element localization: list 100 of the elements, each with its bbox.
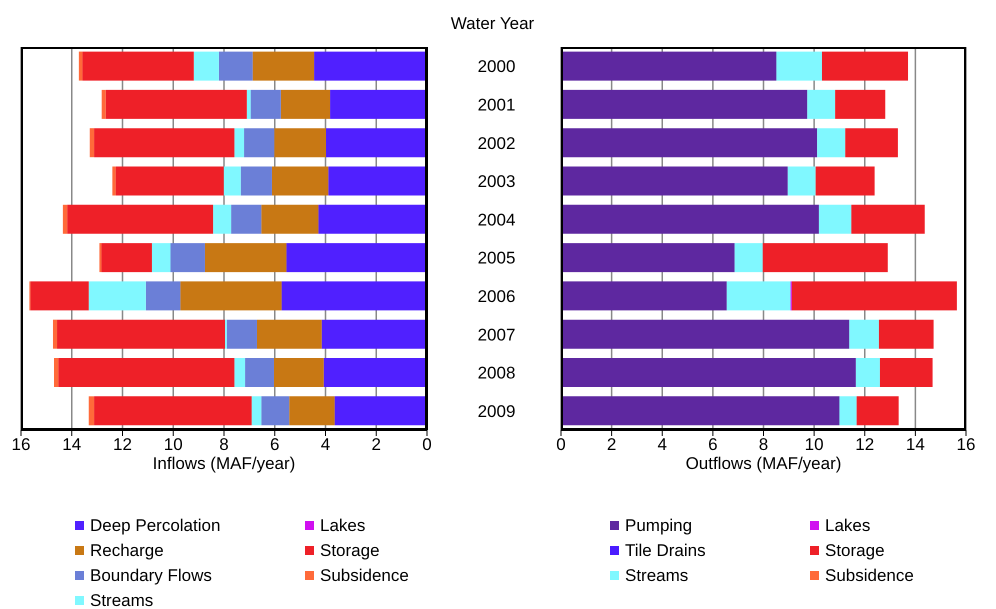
y-axis-title: Water Year <box>450 14 536 34</box>
bar <box>792 281 957 310</box>
x-tick-label: 4 <box>658 435 667 454</box>
bar <box>58 358 234 387</box>
x-tick-label: 12 <box>113 435 132 454</box>
bar <box>282 281 427 310</box>
bar <box>845 128 898 158</box>
y-tick-label: 2001 <box>478 95 516 114</box>
bar <box>726 281 791 310</box>
bar <box>226 320 257 349</box>
bar <box>280 90 330 119</box>
bar <box>170 243 205 272</box>
bar <box>234 358 246 387</box>
bar <box>146 281 180 310</box>
bar <box>330 90 427 119</box>
bar <box>561 358 856 387</box>
bar <box>839 396 857 426</box>
bar <box>112 166 116 196</box>
bar <box>272 166 328 196</box>
bar <box>224 166 241 196</box>
x-tick-label: 16 <box>12 435 30 454</box>
y-tick-label: 2007 <box>478 325 516 344</box>
bar <box>194 52 219 81</box>
bar <box>856 396 899 426</box>
bar <box>561 320 850 349</box>
bar <box>244 128 274 158</box>
bar <box>180 281 282 310</box>
bar <box>762 243 888 272</box>
x-tick-label: 12 <box>855 435 874 454</box>
x-tick-label: 4 <box>320 435 330 454</box>
bar <box>82 52 194 81</box>
bar <box>817 128 846 158</box>
bar <box>62 204 68 234</box>
bar <box>807 90 836 119</box>
bar <box>880 358 933 387</box>
y-tick-label: 2004 <box>478 210 516 230</box>
bar <box>116 166 224 196</box>
legend-label: Storage <box>825 540 885 560</box>
x-tick-label: 8 <box>758 435 768 454</box>
y-tick-label: 2009 <box>478 402 516 421</box>
legend-label: Lakes <box>320 516 366 536</box>
x-tick-label: 0 <box>556 435 566 454</box>
y-tick-label: 2000 <box>478 57 516 76</box>
bar <box>57 320 226 349</box>
bar <box>234 128 244 158</box>
bar <box>101 243 152 272</box>
legend-label: Streams <box>90 590 154 609</box>
bar <box>328 166 427 196</box>
bar <box>261 396 290 426</box>
bar <box>245 358 274 387</box>
x-tick-label: 0 <box>422 435 432 454</box>
bar <box>776 52 822 81</box>
x-tick-label: 10 <box>164 435 183 454</box>
y-tick-label: 2005 <box>478 248 516 268</box>
bar <box>94 396 252 426</box>
bar <box>52 320 58 349</box>
bar <box>561 128 818 158</box>
bar <box>94 128 234 158</box>
bar <box>152 243 170 272</box>
legend-label: Storage <box>320 540 380 560</box>
bar <box>250 90 281 119</box>
bar <box>67 204 214 234</box>
bar <box>261 204 318 234</box>
bar <box>878 320 934 349</box>
bar <box>734 243 763 272</box>
bar <box>231 204 262 234</box>
y-tick-label: 2006 <box>478 286 516 306</box>
bar <box>851 204 925 234</box>
bar <box>106 90 247 119</box>
bar <box>318 204 427 234</box>
bar <box>102 90 106 119</box>
legend-label: Pumping <box>625 516 692 536</box>
bar <box>334 396 427 426</box>
x-tick-label: 6 <box>270 435 280 454</box>
bar <box>822 52 908 81</box>
legend-label: Boundary Flows <box>90 566 212 586</box>
bar <box>816 166 875 196</box>
bar <box>561 204 819 234</box>
x-tick-label: 10 <box>804 435 824 454</box>
bar <box>788 166 816 196</box>
legend-label: Streams <box>625 566 688 586</box>
bar <box>256 320 322 349</box>
bar <box>54 358 58 387</box>
bar <box>818 204 852 234</box>
bar <box>561 52 776 81</box>
bar <box>274 358 324 387</box>
x-tick-label: 16 <box>956 435 976 454</box>
bar <box>30 281 89 310</box>
bar <box>252 396 262 426</box>
bar <box>849 320 879 349</box>
bar <box>835 90 886 119</box>
bar <box>218 52 253 81</box>
legend-label: Subsidence <box>825 566 914 586</box>
bar <box>322 320 427 349</box>
bar <box>88 396 94 426</box>
bar <box>213 204 232 234</box>
legend-label: Subsidence <box>320 566 409 586</box>
x-axis-title: Inflows (MAF/year) <box>152 454 296 474</box>
bar <box>561 281 727 310</box>
x-tick-label: 6 <box>708 435 718 454</box>
